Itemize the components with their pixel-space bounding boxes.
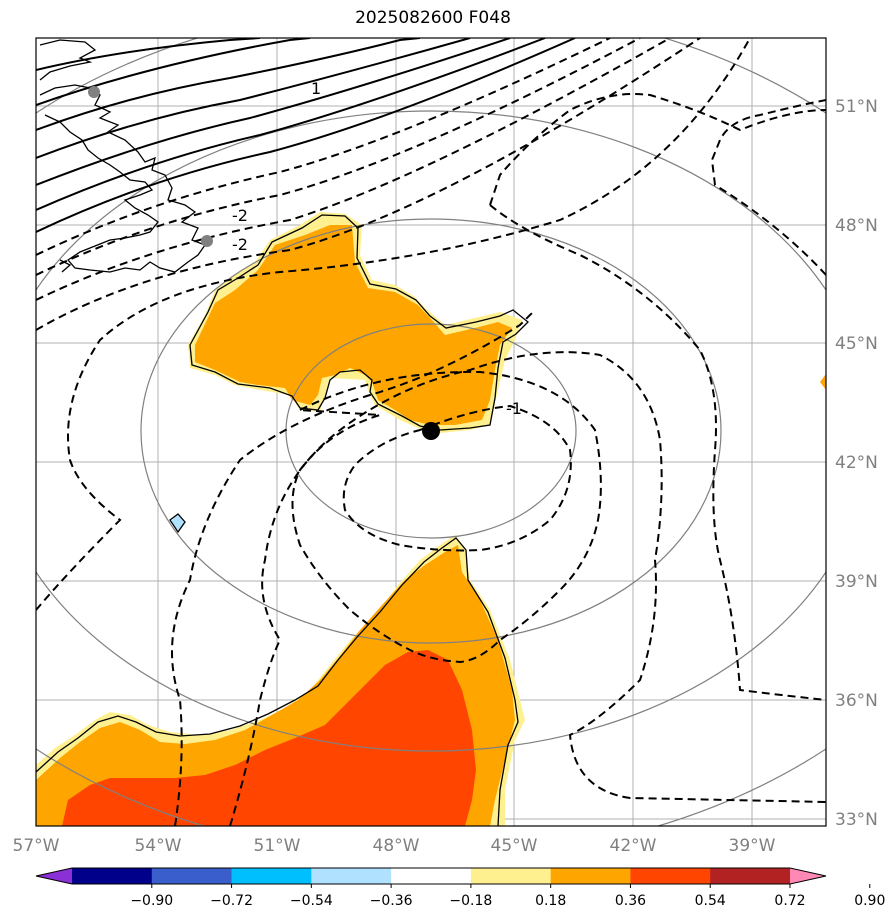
contours (36, 38, 826, 826)
colorbar-segment (311, 868, 392, 884)
lon-tick: 39°W (729, 836, 776, 856)
colorbar-segment (470, 868, 552, 884)
colorbar-label: −0.54 (290, 893, 333, 909)
shade-south-red (62, 650, 476, 826)
colorbar-segment (151, 868, 233, 884)
colorbar-label: 0.54 (695, 893, 726, 909)
colorbar-label: −0.90 (130, 893, 173, 909)
lat-tick: 42°N (835, 453, 878, 473)
plot-frame (35, 37, 827, 827)
center-marker (422, 422, 440, 440)
colorbar-label: −0.18 (449, 893, 492, 909)
colorbar-label: −0.72 (210, 893, 253, 909)
colorbar-segment (231, 868, 312, 884)
contour-label-2b: -2 (232, 235, 248, 254)
lon-tick: 51°W (254, 836, 301, 856)
colorbar-segment (550, 868, 631, 884)
colorbar-extend-low (36, 868, 72, 884)
contour-labels: 1 -2 -2 -1 (232, 79, 522, 418)
contour-label-2a: -2 (232, 206, 248, 225)
shading-fields (36, 212, 826, 826)
colorbar-label: 0.36 (615, 893, 646, 909)
lon-tick: 54°W (135, 836, 182, 856)
colorbar-segment (72, 868, 153, 884)
lat-tick: 39°N (835, 572, 878, 592)
stations (88, 86, 213, 247)
lat-tick: 45°N (835, 334, 878, 354)
lon-tick: 45°W (491, 836, 538, 856)
lat-tick: 51°N (835, 97, 878, 117)
colorbar-segment (710, 868, 791, 884)
lon-tick-labels: 57°W 54°W 51°W 48°W 45°W 42°W 39°W (13, 836, 776, 856)
lat-tick: 48°N (835, 216, 878, 236)
contour-label-1-neg: -1 (506, 399, 522, 418)
range-rings (36, 38, 826, 826)
colorbar-segment (391, 868, 472, 884)
coastline (36, 39, 529, 826)
colorbar-extend-high (790, 868, 826, 884)
figure-title: 2025082600 F048 (355, 8, 511, 28)
colorbar: −0.90 −0.72 −0.54 −0.36 −0.18 0.18 0.36 0.54 0.7… (35, 867, 885, 909)
colorbar-segment (630, 868, 711, 884)
colorbar-label: 0.90 (854, 893, 885, 909)
lon-tick: 57°W (13, 836, 60, 856)
colorbar-outline (35, 867, 827, 885)
colorbar-label: 0.18 (535, 893, 566, 909)
lat-tick: 36°N (835, 691, 878, 711)
colorbar-label: −0.36 (370, 893, 413, 909)
contour-label-1: 1 (311, 79, 321, 98)
shade-north-orange (195, 225, 512, 425)
lon-tick: 42°W (610, 836, 657, 856)
lat-tick-labels: 51°N 48°N 45°N 42°N 39°N 36°N 33°N (835, 97, 878, 830)
colorbar-label: 0.72 (774, 893, 805, 909)
lon-tick: 48°W (373, 836, 420, 856)
station-dot (201, 235, 213, 247)
lat-tick: 33°N (835, 810, 878, 830)
station-dot (88, 86, 100, 98)
